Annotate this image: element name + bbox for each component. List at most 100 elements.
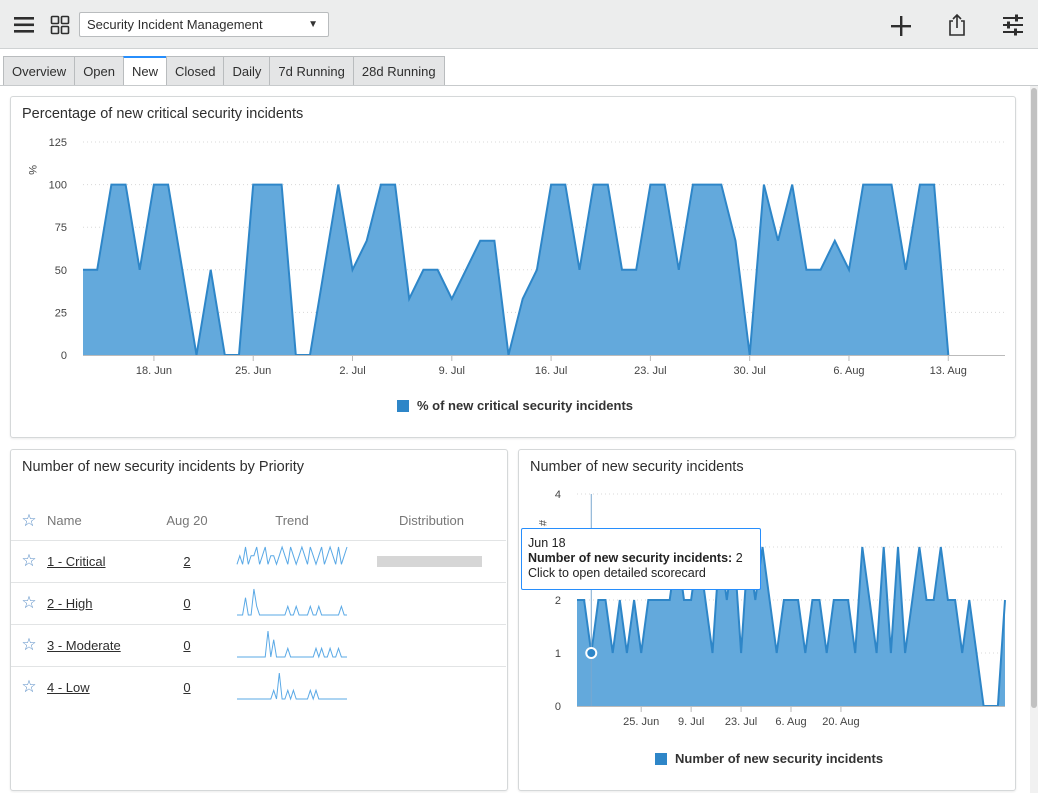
new-incidents-panel: Number of new security incidents 01234#2… (518, 449, 1016, 791)
column-header-distribution: Distribution (398, 513, 465, 529)
priority-value-link[interactable]: 0 (183, 595, 191, 611)
star-icon[interactable]: ☆ (21, 551, 37, 570)
x-tick-label: 23. Jul (725, 716, 757, 728)
priority-link[interactable]: 2 - High (47, 595, 93, 611)
priority-panel: Number of new security incidents by Prio… (10, 449, 508, 791)
distribution-cell (357, 539, 506, 582)
sparkline-path (237, 588, 347, 615)
priority-value-cell: 0 (147, 623, 227, 666)
pct-critical-chart[interactable]: 0 25 50 75 100 125% 18. Jun 25. Jun 2. Jul 9. Jul… (11, 127, 1017, 427)
trend-cell (227, 539, 357, 582)
star-icon[interactable]: ☆ (21, 635, 37, 654)
hamburger-menu-icon[interactable] (12, 14, 36, 36)
panel-title: Number of new security incidents by Prio… (22, 459, 305, 475)
table-row[interactable]: ☆ 4 - Low 0 (11, 665, 506, 708)
x-tick-label: 2. Jul (339, 365, 365, 377)
share-icon[interactable] (945, 12, 969, 38)
trend-cell (227, 665, 357, 708)
distribution-cell (357, 581, 506, 624)
star-icon[interactable]: ☆ (21, 510, 37, 530)
add-icon[interactable] (888, 13, 914, 39)
pct-critical-panel: Percentage of new critical security inci… (10, 96, 1016, 438)
dashboard-select-value: Security Incident Management (87, 17, 263, 32)
distribution-bar[interactable] (377, 555, 482, 567)
y-tick-label: 0 (61, 350, 67, 362)
priority-value-link[interactable]: 2 (183, 553, 191, 569)
star-icon[interactable]: ☆ (21, 677, 37, 697)
priority-link[interactable]: 3 - Moderate (47, 637, 121, 653)
table-row[interactable]: ☆ 2 - High 0 (11, 581, 506, 624)
column-header-date: Aug 20 (166, 513, 208, 529)
chart-legend[interactable]: % of new critical security incidents (397, 398, 633, 413)
tooltip-series: Number of new security incidents (528, 551, 729, 565)
y-tick-label: 75 (55, 222, 67, 234)
favorite-cell: ☆ (11, 581, 47, 624)
tab-open[interactable]: Open (74, 56, 123, 86)
y-axis-title: # (536, 520, 548, 527)
x-tick-label: 20. Aug (822, 716, 859, 728)
tab-28d-running[interactable]: 28d Running (352, 56, 445, 86)
panel-title: Percentage of new critical security inci… (22, 106, 304, 122)
sparkline-path (236, 544, 348, 566)
legend-swatch (397, 399, 409, 412)
star-icon[interactable]: ☆ (21, 593, 37, 612)
sparkline-path (237, 630, 347, 659)
tooltip-series-line: Number of new security incidents: 2 (528, 551, 743, 565)
y-axis-title: % (26, 165, 38, 175)
legend-label: Number of new security incidents (675, 751, 884, 766)
x-tick-label: 13. Aug (930, 365, 967, 377)
tab-new[interactable]: New (123, 56, 167, 86)
trend-sparkline[interactable] (236, 669, 348, 703)
chevron-down-icon: ▼ (308, 19, 318, 30)
legend-swatch (655, 752, 667, 765)
tab-daily[interactable]: Daily (223, 56, 270, 86)
legend-label: % of new critical security incidents (417, 398, 634, 413)
priority-link[interactable]: 4 - Low (47, 679, 90, 695)
priority-value-link[interactable]: 0 (183, 637, 191, 653)
top-toolbar: Security Incident Management ▼ (0, 0, 1038, 49)
panel-title: Number of new security incidents (530, 459, 744, 475)
priority-name-cell: 4 - Low (47, 665, 147, 708)
x-tick-label: 25. Jun (235, 365, 271, 377)
x-tick-label: 9. Jul (678, 716, 704, 728)
y-tick-label: 0 (555, 701, 561, 713)
tab-closed[interactable]: Closed (166, 56, 224, 86)
table-row[interactable]: ☆ 1 - Critical 2 (11, 539, 506, 582)
favorite-cell: ☆ (11, 539, 47, 582)
trend-sparkline[interactable] (236, 627, 348, 661)
dashboards-grid-icon[interactable] (48, 14, 72, 36)
priority-link[interactable]: 1 - Critical (47, 553, 106, 569)
priority-table: ☆ Name Aug 20 Trend Distribution ☆ 1 - Cr… (11, 502, 506, 708)
sparkline-path (237, 672, 347, 701)
y-tick-label: 2 (555, 595, 561, 607)
x-tick-label: 18. Jun (136, 365, 172, 377)
tab-7d-running[interactable]: 7d Running (269, 56, 353, 86)
priority-value-link[interactable]: 0 (183, 679, 191, 695)
trend-sparkline[interactable] (236, 585, 348, 619)
trend-sparkline[interactable] (236, 543, 348, 577)
hover-point (585, 647, 598, 659)
favorite-cell: ☆ (11, 623, 47, 666)
tab-overview[interactable]: Overview (3, 56, 75, 86)
y-tick-label: 1 (555, 648, 561, 660)
scrollbar-thumb[interactable] (1031, 88, 1037, 708)
tab-divider (0, 85, 1038, 86)
favorite-cell: ☆ (11, 665, 47, 708)
table-header-row: ☆ Name Aug 20 Trend Distribution (11, 502, 506, 540)
y-tick-label: 4 (555, 489, 561, 501)
table-row[interactable]: ☆ 3 - Moderate 0 (11, 623, 506, 666)
series-line (577, 546, 1006, 707)
favorite-header: ☆ (11, 502, 47, 540)
y-tick-label: 125 (49, 137, 67, 149)
filter-settings-icon[interactable] (1000, 12, 1026, 38)
trend-cell (227, 581, 357, 624)
page-scrollbar[interactable] (1030, 86, 1038, 793)
y-tick-label: 25 (55, 307, 67, 319)
x-tick-label: 25. Jun (623, 716, 659, 728)
dashboard-select[interactable]: Security Incident Management ▼ (79, 12, 329, 37)
distribution-cell (357, 665, 506, 708)
column-header-name: Name (47, 513, 82, 529)
priority-value-cell: 2 (147, 539, 227, 582)
chart-legend[interactable]: Number of new security incidents (655, 751, 883, 766)
